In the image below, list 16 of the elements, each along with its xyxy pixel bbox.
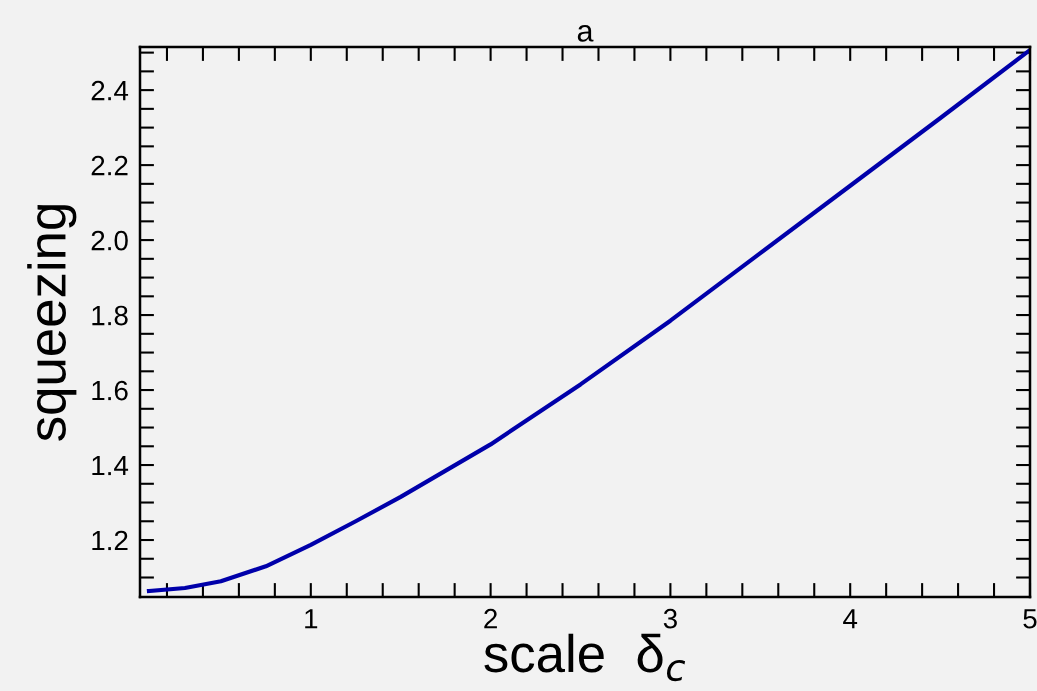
y-tick-label: 1.6 <box>92 380 128 401</box>
y-tick-label: 1.2 <box>92 530 128 551</box>
x-tick-label: 3 <box>663 608 677 629</box>
x-tick-label: 2 <box>484 608 497 629</box>
y-tick-label: 2.4 <box>91 80 129 101</box>
y-tick-label: 1.4 <box>92 455 129 476</box>
line-series <box>146 47 1030 594</box>
x-tick-label: 4 <box>843 609 858 629</box>
x-tick-label: 1 <box>305 609 318 629</box>
y-tick-label: 2.0 <box>91 230 128 251</box>
chart-title: a <box>577 25 594 42</box>
x-axis-title: scale δ$_{c}$ <box>484 633 686 682</box>
y-tick-label: 2.2 <box>91 155 128 176</box>
y-axis-title: squeezing <box>27 205 77 441</box>
y-tick-label: 1.8 <box>92 305 128 326</box>
x-tick-label: 5 <box>1023 609 1037 629</box>
